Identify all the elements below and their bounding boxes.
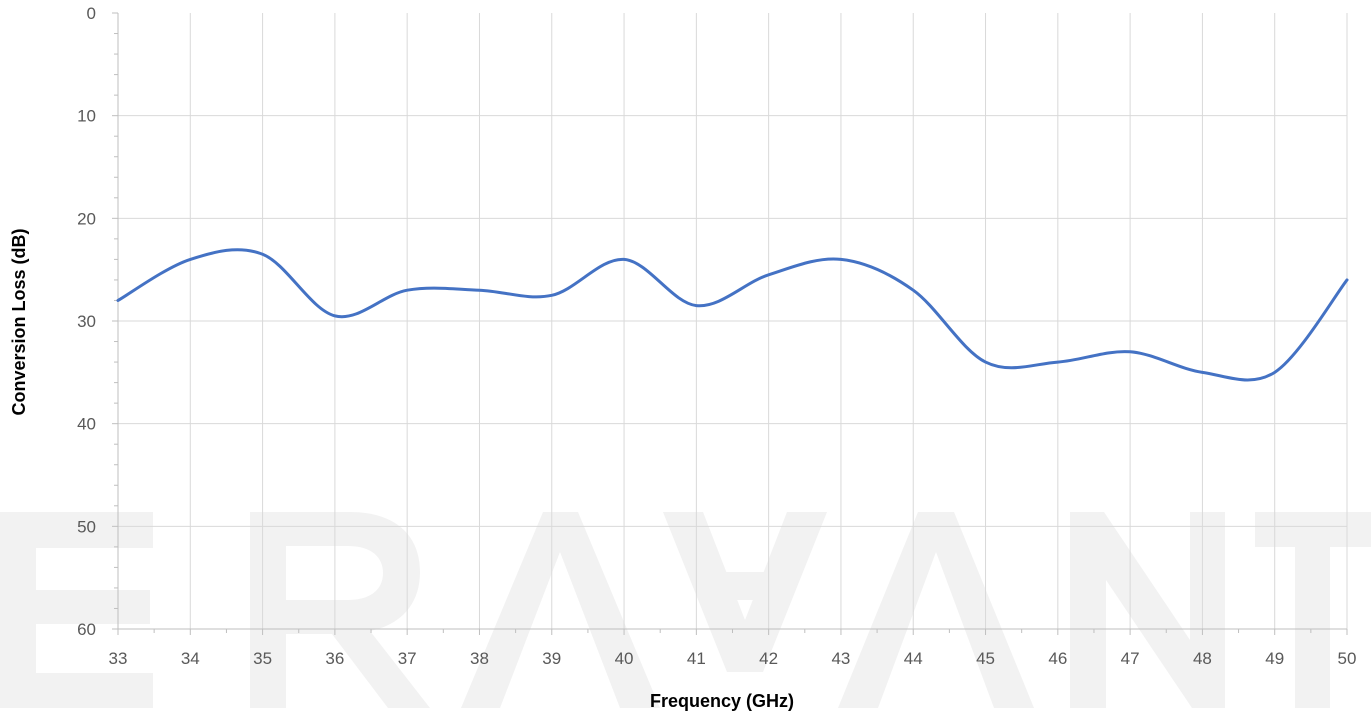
tick-labels: 33 34 35 36 37 38 39 40 41 42 43 44 45 46 47 48 49 50 0 10 2… — [77, 4, 1356, 668]
x-tick-label: 47 — [1121, 649, 1140, 668]
x-tick-label: 37 — [398, 649, 417, 668]
y-tick-label: 20 — [77, 209, 96, 228]
x-tick-label: 33 — [109, 649, 128, 668]
x-tick-label: 45 — [976, 649, 995, 668]
y-axis-title: Conversion Loss (dB) — [9, 228, 29, 415]
conversion-loss-line — [116, 248, 1349, 382]
y-tick-label: 0 — [87, 4, 96, 23]
y-tick-label: 10 — [77, 107, 96, 126]
x-axis-title: Frequency (GHz) — [650, 691, 794, 711]
x-tick-label: 50 — [1338, 649, 1357, 668]
eravant-watermark — [0, 512, 1371, 708]
x-tick-label: 34 — [181, 649, 200, 668]
y-tick-label: 50 — [77, 517, 96, 536]
x-tick-label: 41 — [687, 649, 706, 668]
series-layer — [116, 248, 1349, 382]
x-tick-label: 46 — [1048, 649, 1067, 668]
x-tick-label: 48 — [1193, 649, 1212, 668]
x-tick-label: 39 — [542, 649, 561, 668]
x-tick-label: 42 — [759, 649, 778, 668]
x-tick-label: 43 — [831, 649, 850, 668]
x-tick-label: 38 — [470, 649, 489, 668]
x-tick-label: 35 — [253, 649, 272, 668]
x-tick-label: 40 — [615, 649, 634, 668]
y-tick-label: 30 — [77, 312, 96, 331]
axes — [112, 12, 1348, 635]
y-tick-label: 60 — [77, 620, 96, 639]
x-tick-label: 36 — [325, 649, 344, 668]
x-tick-label: 44 — [904, 649, 923, 668]
y-tick-label: 40 — [77, 415, 96, 434]
x-tick-label: 49 — [1265, 649, 1284, 668]
